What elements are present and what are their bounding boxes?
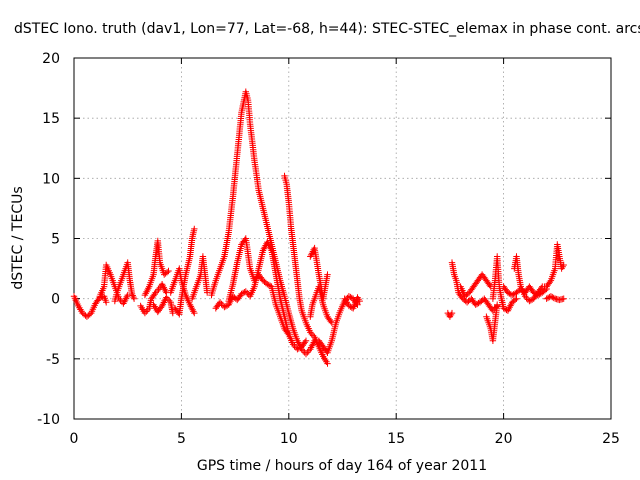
y-tick-label: 20 [42,51,60,67]
y-tick-label: 10 [42,171,60,187]
x-tick-label: 0 [70,431,79,447]
x-tick-label: 25 [602,431,620,447]
y-axis-label: dSTEC / TECUs [10,186,26,289]
x-tick-label: 20 [495,431,513,447]
x-tick-labels: 0 5 10 15 20 25 [70,431,620,447]
y-tick-labels: -10 -5 0 5 10 15 20 [37,51,60,428]
x-axis-label: GPS time / hours of day 164 of year 2011 [197,458,487,474]
y-tick-label: -10 [37,412,60,428]
x-tick-label: 15 [387,431,405,447]
plot-frame [73,57,612,420]
x-tick-label: 5 [177,431,186,447]
chart-title: dSTEC Iono. truth (dav1, Lon=77, Lat=-68… [14,21,640,37]
axis-ticks [73,57,612,420]
series-points [70,88,567,367]
y-tick-label: 5 [51,232,60,248]
data-points [70,88,567,367]
y-tick-label: -5 [46,352,60,368]
y-tick-label: 15 [42,111,60,127]
x-tick-label: 10 [280,431,298,447]
y-tick-label: 0 [51,292,60,308]
grid [74,58,611,419]
